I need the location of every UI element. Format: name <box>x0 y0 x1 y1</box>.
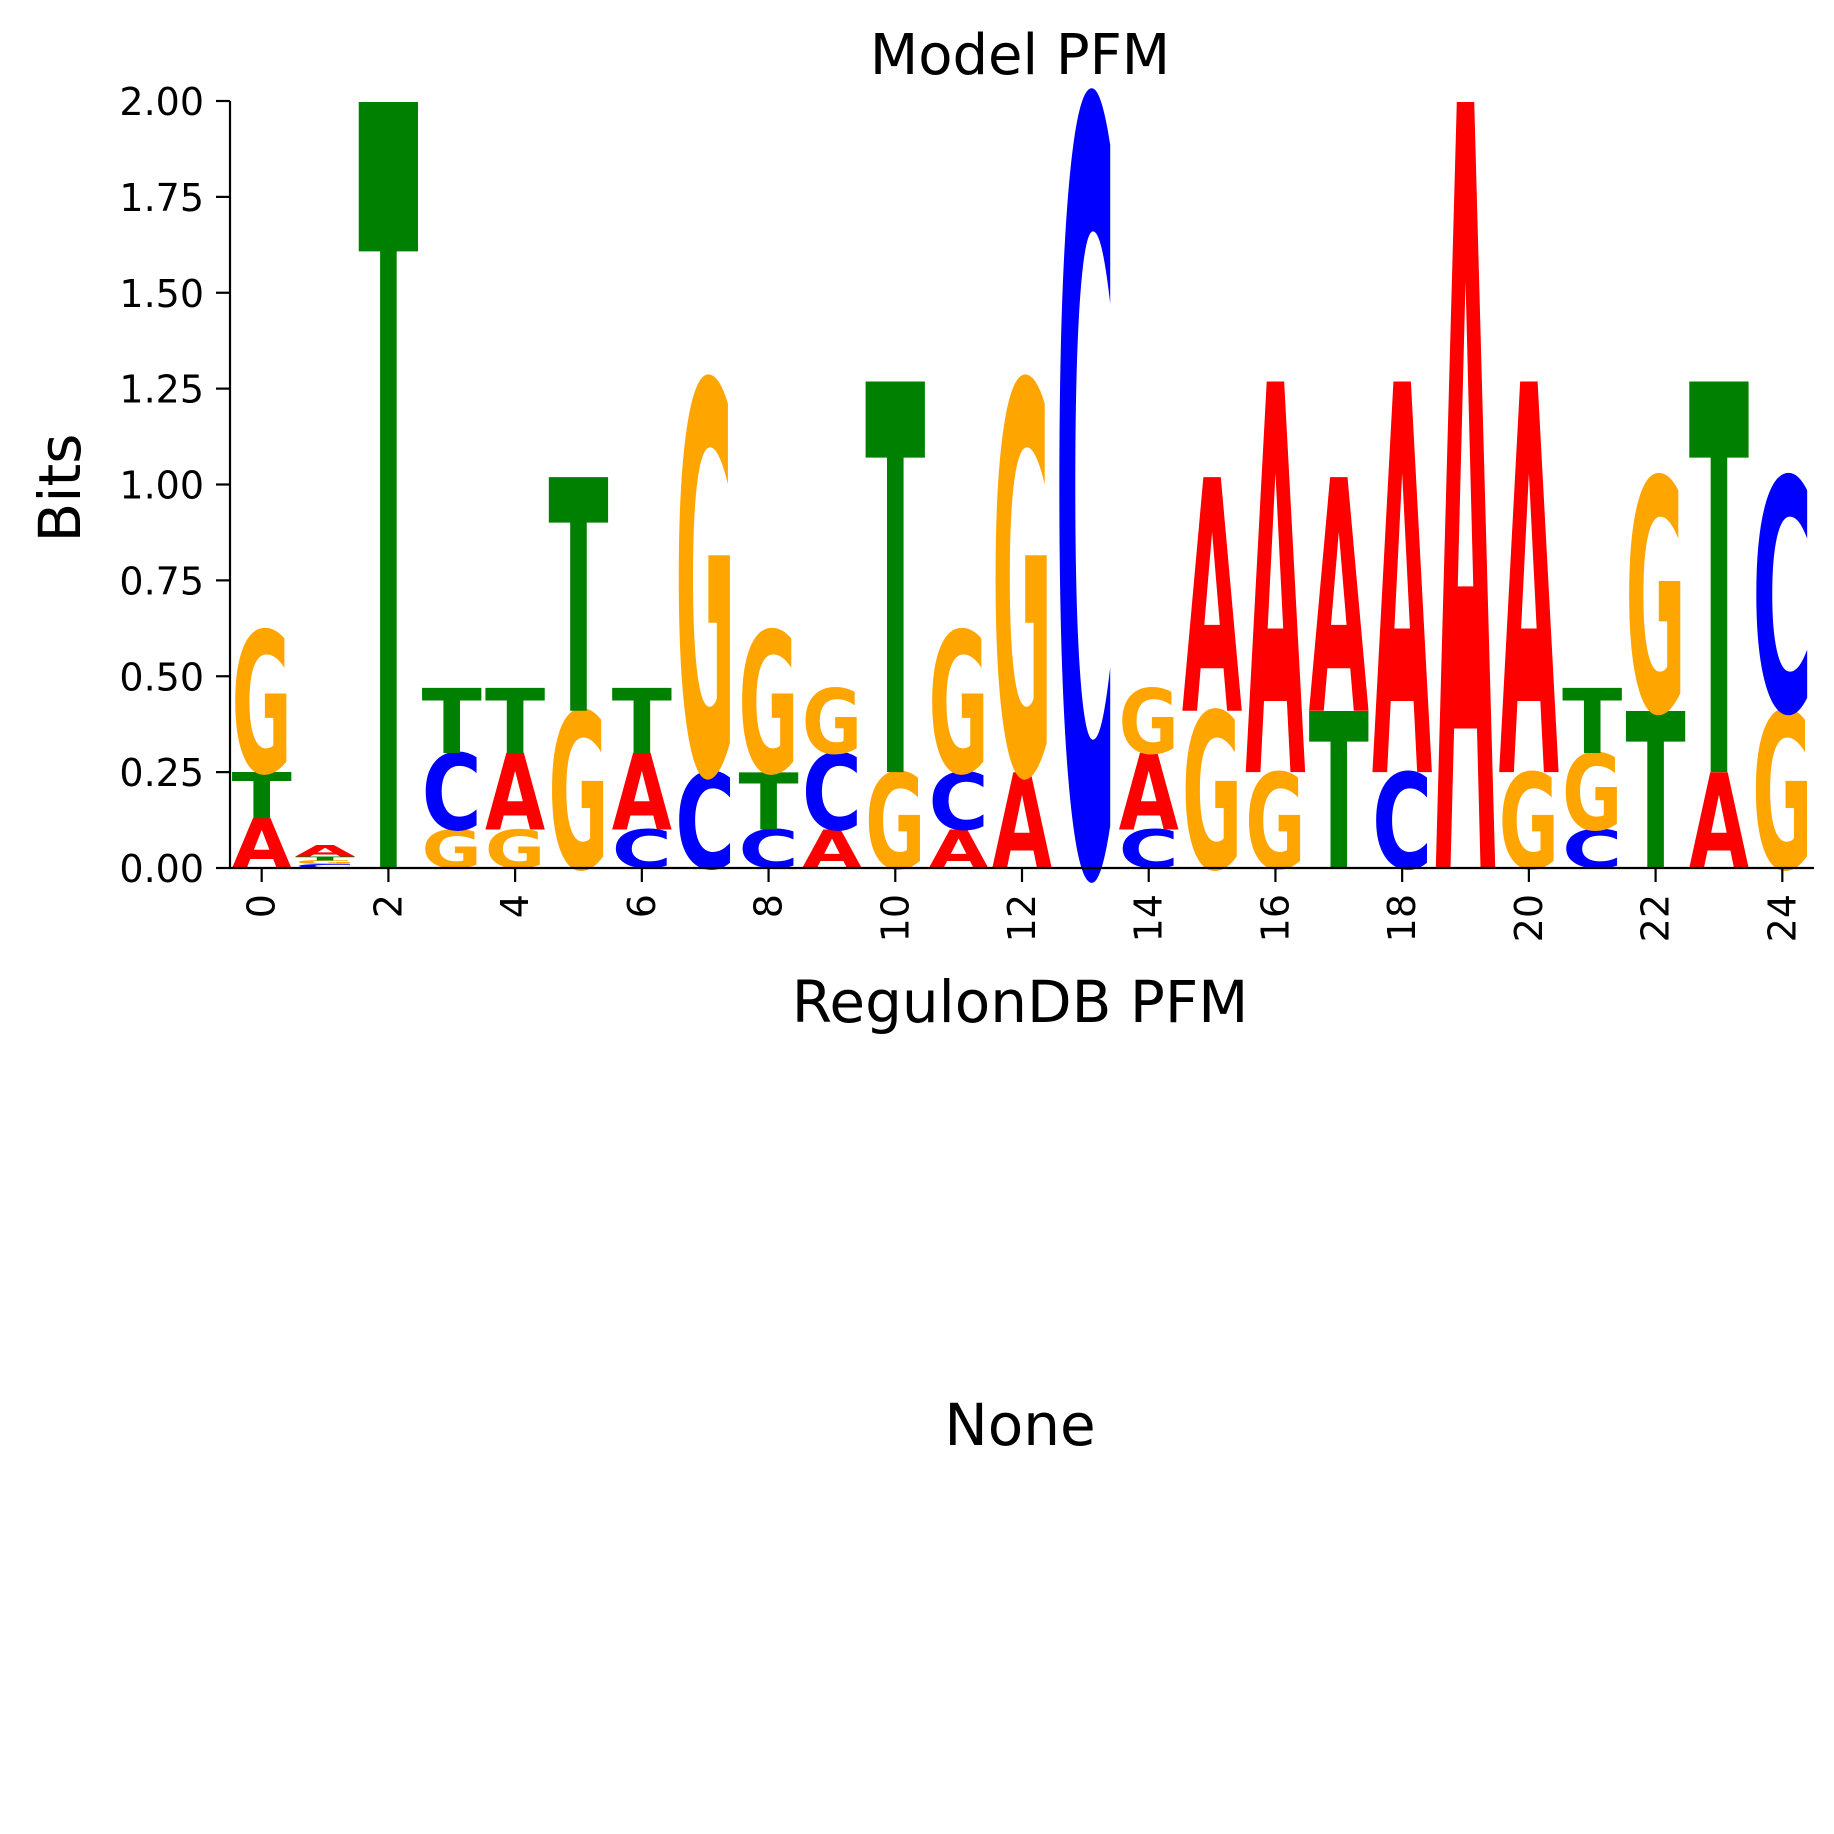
logo-letter-c-pos-7: C <box>675 746 735 900</box>
x-tick-label: 12 <box>1000 894 1044 942</box>
x-axis-ticks: 0 2 4 6 8 10 12 14 16 18 20 22 24 <box>240 868 1804 942</box>
x-tick-label: 18 <box>1380 894 1424 942</box>
logo-letter-c-pos-3: C <box>422 734 482 856</box>
logo-letter-t-pos-1: T <box>295 855 356 861</box>
x-tick-label: 20 <box>1507 894 1551 942</box>
logo-letter-c-pos-1: C <box>295 863 355 869</box>
chart-title: Model PFM <box>870 23 1170 88</box>
y-tick-label: 0.50 <box>119 655 204 699</box>
logo-letter-g-pos-1: G <box>295 859 355 865</box>
logo-letter-a-pos-15: A <box>1182 414 1242 786</box>
logo-letter-c-pos-9: C <box>802 734 862 856</box>
logo-letter-c-pos-24: C <box>1752 415 1812 788</box>
logo-letter-g-pos-3: G <box>422 820 482 881</box>
logo-letter-g-pos-11: G <box>929 592 989 818</box>
logo-letter-a-pos-14: A <box>1119 732 1180 855</box>
logo-letter-a-pos-1: A <box>295 842 356 860</box>
logo-letter-g-pos-0: G <box>232 592 292 818</box>
y-tick-label: 0.00 <box>119 847 204 891</box>
y-tick-label: 1.50 <box>119 272 204 316</box>
logo-letter-c-pos-21: C <box>1562 820 1622 881</box>
x-tick-label: 8 <box>747 894 791 918</box>
logo-letter-a-pos-9: A <box>802 819 863 881</box>
x-tick-label: 16 <box>1253 894 1297 942</box>
logo-letter-g-pos-5: G <box>548 669 608 919</box>
logo-letter-a-pos-6: A <box>612 732 673 855</box>
x-tick-label: 24 <box>1760 894 1804 942</box>
logo-letter-g-pos-14: G <box>1119 671 1179 775</box>
logo-letter-g-pos-22: G <box>1626 413 1686 787</box>
x-tick-label: 22 <box>1634 894 1678 942</box>
logo-letter-t-pos-8: T <box>738 756 798 848</box>
y-tick-label: 1.25 <box>119 368 204 412</box>
logo-letter-c-pos-11: C <box>929 756 989 848</box>
x-tick-label: 10 <box>873 894 917 942</box>
y-axis-label: Bits <box>26 434 94 543</box>
logo-letter-a-pos-19: A <box>1435 0 1496 1116</box>
lower-panel-title: None <box>944 1391 1095 1459</box>
logo-letter-t-pos-4: T <box>485 670 546 774</box>
y-tick-label: 0.25 <box>119 751 204 795</box>
logo-letter-a-pos-4: A <box>485 732 546 855</box>
logo-letter-a-pos-17: A <box>1309 414 1369 786</box>
logo-letter-a-pos-11: A <box>929 819 990 881</box>
logo-letter-t-pos-6: T <box>612 670 673 774</box>
logo-letter-t-pos-21: T <box>1562 670 1623 774</box>
logo-letter-t-pos-2: T <box>358 0 419 1116</box>
logo-letter-g-pos-9: G <box>802 671 862 775</box>
logo-letter-g-pos-12: G <box>992 276 1052 900</box>
logo-letter-a-pos-18: A <box>1372 277 1433 900</box>
x-tick-label: 0 <box>240 894 284 918</box>
x-tick-label: 4 <box>493 894 537 918</box>
x-tick-label: 2 <box>366 894 410 918</box>
logo-letter-a-pos-20: A <box>1499 277 1560 900</box>
logo-letter-a-pos-23: A <box>1689 748 1749 900</box>
logo-letter-g-pos-21: G <box>1562 733 1622 855</box>
x-axis-label: RegulonDB PFM <box>792 968 1249 1036</box>
y-tick-label: 1.75 <box>119 176 204 220</box>
x-tick-label: 14 <box>1127 894 1171 942</box>
y-axis-ticks: 0.00 0.25 0.50 0.75 1.00 1.25 1.50 1.75 2.00 <box>119 80 230 891</box>
logo-letter-g-pos-15: G <box>1182 669 1242 919</box>
logo-letter-t-pos-10: T <box>865 275 926 899</box>
y-tick-label: 1.00 <box>119 464 204 508</box>
y-tick-label: 0.75 <box>119 559 204 603</box>
logo-letter-g-pos-8: G <box>738 592 798 818</box>
logo-letter-t-pos-17: T <box>1309 668 1369 919</box>
logo-letter-t-pos-5: T <box>548 415 608 787</box>
x-tick-label: 6 <box>620 894 664 918</box>
y-tick-label: 2.00 <box>119 80 204 124</box>
logo-letter-t-pos-0: T <box>232 761 292 834</box>
logo-letter-a-pos-16: A <box>1245 277 1306 900</box>
logo-letter-g-pos-7: G <box>675 276 735 900</box>
logo-letter-t-pos-3: T <box>422 670 483 774</box>
logo-letter-c-pos-13: C <box>1055 0 1115 1116</box>
logo-letter-t-pos-23: T <box>1689 275 1750 899</box>
